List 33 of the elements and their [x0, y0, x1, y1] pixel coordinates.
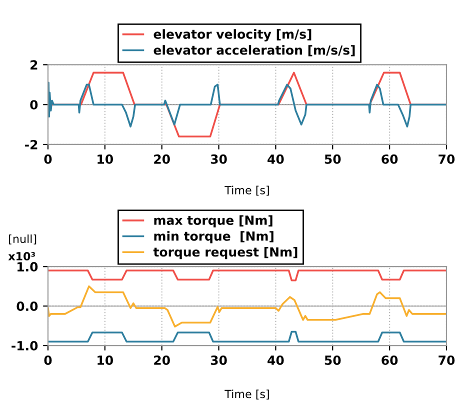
y-tick-label: 0 — [30, 100, 38, 110]
y-tick-label: 0.0 — [16, 302, 38, 311]
line-series — [48, 285, 446, 328]
legend-label: min torque [Nm] — [154, 231, 274, 244]
y-tick-label: 1.0 — [18, 262, 38, 272]
legend-label: max torque [Nm] — [154, 215, 272, 228]
x-tick-label: 40 — [268, 154, 284, 164]
x-tick-label: 60 — [382, 355, 398, 365]
line-series — [48, 82, 446, 128]
x-tick-label: 70 — [438, 154, 455, 164]
legend-label: elevator acceleration [m/s/s] — [154, 45, 355, 56]
legend-label: torque request [Nm] — [153, 246, 298, 260]
y-axis-title: [null] — [9, 234, 36, 244]
text: x10³ — [8, 252, 36, 260]
x-axis-title: Time [s] — [224, 186, 269, 196]
y-tick-label: -1.0 — [12, 341, 38, 350]
x-tick-label: 0 — [44, 154, 52, 164]
x-tick-label: 30 — [210, 154, 227, 164]
x-tick-label: 60 — [382, 154, 398, 164]
x-tick-label: 0 — [44, 355, 52, 365]
x-axis-title: Time [s] — [224, 390, 269, 400]
legend-label: elevator velocity [m/s] — [154, 29, 312, 42]
x-tick-label: 20 — [154, 355, 170, 365]
x-tick-label: 50 — [324, 154, 341, 164]
y-tick-label: 2 — [30, 60, 38, 70]
x-tick-label: 50 — [324, 355, 341, 365]
x-tick-label: 30 — [210, 355, 227, 365]
y-tick-label: -2 — [25, 140, 38, 150]
x-tick-label: 10 — [98, 154, 114, 164]
x-tick-label: 40 — [268, 355, 284, 365]
x-tick-label: 70 — [438, 355, 455, 365]
x-tick-label: 10 — [98, 355, 114, 365]
x-tick-label: 20 — [154, 154, 170, 164]
